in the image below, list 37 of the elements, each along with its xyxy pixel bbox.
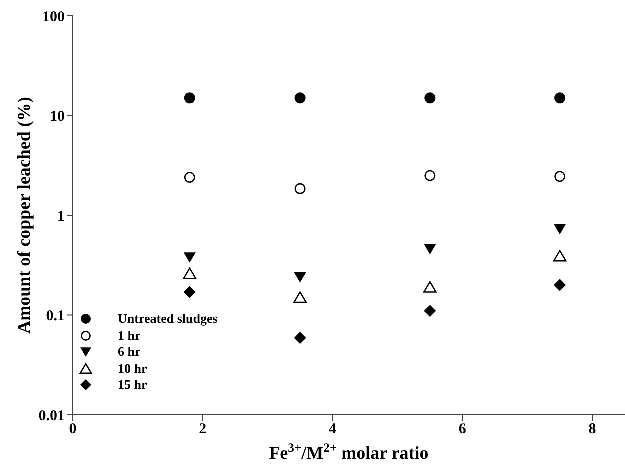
legend-label: 15 hr: [118, 377, 148, 394]
x-tick-label: 0: [69, 422, 77, 438]
legend-label: Untreated sludges: [118, 311, 218, 328]
legend-label: 10 hr: [118, 360, 148, 377]
x-tick-label: 8: [588, 422, 596, 438]
y-tick-label: 10: [50, 109, 65, 126]
point: [424, 92, 436, 104]
y-tick-label: 1: [58, 208, 65, 225]
point: [423, 281, 437, 293]
point: [424, 305, 436, 318]
point: [184, 286, 196, 298]
point: [184, 92, 196, 104]
x-axis-title: Fe$^{3+}$/M$^{2+}$ molar ratio: [269, 441, 429, 463]
point: [294, 92, 306, 104]
point: [424, 170, 436, 182]
legend-label: 6 hr: [118, 344, 141, 360]
point: [184, 172, 196, 184]
y-tick-label: 100: [42, 9, 65, 26]
point: [184, 252, 196, 263]
point: [183, 268, 197, 280]
point: [294, 332, 306, 344]
point: [294, 292, 307, 304]
x-tick-label: 4: [329, 422, 338, 438]
point: [554, 279, 566, 292]
point: [554, 224, 566, 235]
y-tick-label: 0.01: [38, 408, 65, 424]
point: [553, 250, 567, 262]
point: [554, 171, 566, 182]
x-tick-label: 2: [199, 422, 207, 438]
x-tick-label: 6: [458, 422, 467, 438]
legend-label: 1 hr: [118, 328, 141, 344]
point: [294, 183, 306, 194]
point: [554, 92, 566, 104]
point: [424, 244, 436, 255]
point: [294, 272, 306, 283]
y-tick-label: 0.1: [46, 308, 65, 325]
y-axis-title: Amount of copper leached (%): [14, 97, 34, 334]
